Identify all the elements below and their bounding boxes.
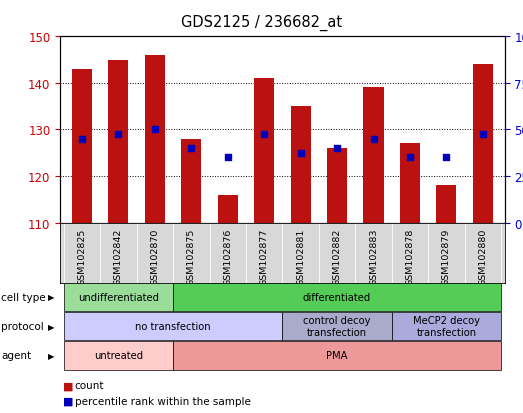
Text: undifferentiated: undifferentiated	[78, 292, 159, 302]
Bar	[254, 79, 274, 223]
Text: GSM102883: GSM102883	[369, 228, 378, 285]
Point	[369, 136, 378, 143]
Text: control decoy
transfection: control decoy transfection	[303, 316, 371, 337]
Point	[406, 155, 414, 161]
Bar	[291, 107, 311, 223]
Point	[151, 127, 159, 133]
Text: MeCP2 decoy
transfection: MeCP2 decoy transfection	[413, 316, 480, 337]
Text: ■: ■	[63, 396, 73, 406]
Point	[333, 145, 342, 152]
Text: GSM102842: GSM102842	[114, 228, 123, 285]
Text: GSM102879: GSM102879	[442, 228, 451, 285]
Text: ▶: ▶	[48, 292, 54, 301]
Text: ▶: ▶	[48, 351, 54, 360]
Point	[479, 131, 487, 138]
Text: GSM102878: GSM102878	[405, 228, 414, 285]
Text: ■: ■	[63, 380, 73, 390]
Bar	[181, 140, 201, 223]
Point	[260, 131, 268, 138]
Text: count: count	[75, 380, 104, 390]
Bar	[363, 88, 383, 223]
Text: GSM102870: GSM102870	[151, 228, 160, 285]
Text: GSM102877: GSM102877	[260, 228, 269, 285]
Text: cell type: cell type	[1, 292, 46, 302]
Text: GDS2125 / 236682_at: GDS2125 / 236682_at	[181, 14, 342, 31]
Bar	[72, 70, 92, 223]
Bar	[436, 186, 457, 223]
Text: agent: agent	[1, 351, 31, 361]
Point	[297, 150, 305, 157]
Text: untreated: untreated	[94, 351, 143, 361]
Text: differentiated: differentiated	[303, 292, 371, 302]
Text: protocol: protocol	[1, 321, 44, 331]
Text: percentile rank within the sample: percentile rank within the sample	[75, 396, 251, 406]
Text: no transfection: no transfection	[135, 321, 211, 331]
Bar	[473, 65, 493, 223]
Text: GSM102881: GSM102881	[296, 228, 305, 285]
Bar	[218, 195, 238, 223]
Text: ▶: ▶	[48, 322, 54, 331]
Text: GSM102880: GSM102880	[479, 228, 487, 285]
Bar	[400, 144, 420, 223]
Text: GSM102825: GSM102825	[77, 228, 86, 285]
Point	[223, 155, 232, 161]
Point	[187, 145, 196, 152]
Text: GSM102882: GSM102882	[333, 228, 342, 285]
Bar	[327, 149, 347, 223]
Point	[442, 155, 451, 161]
Text: GSM102876: GSM102876	[223, 228, 232, 285]
Point	[114, 131, 122, 138]
Bar	[108, 60, 129, 223]
Text: GSM102875: GSM102875	[187, 228, 196, 285]
Text: PMA: PMA	[326, 351, 348, 361]
Bar	[145, 56, 165, 223]
Point	[78, 136, 86, 143]
